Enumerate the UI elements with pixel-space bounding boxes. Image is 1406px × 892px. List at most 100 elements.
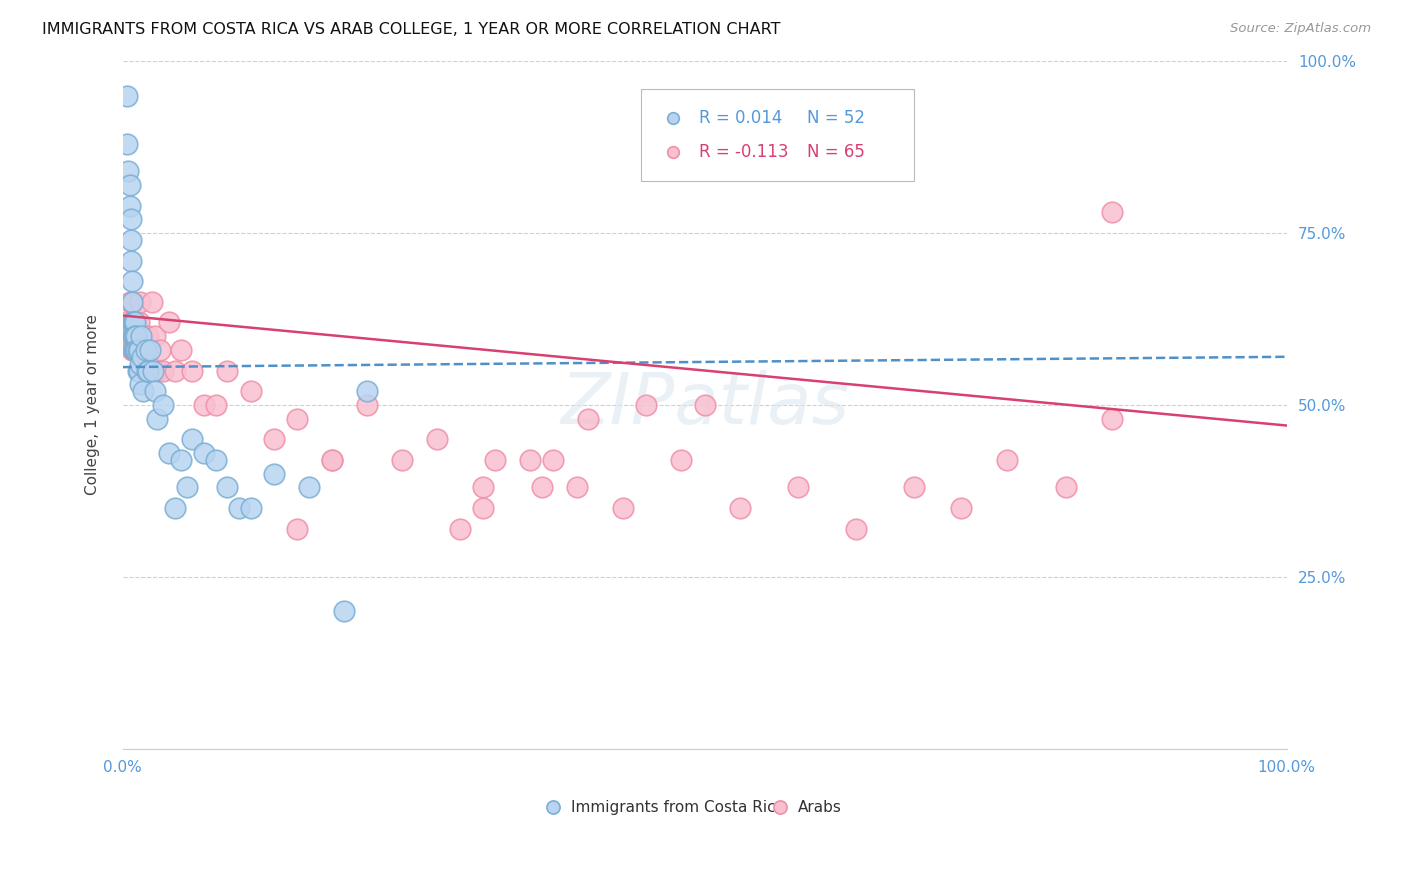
- Point: [120, 212, 142, 227]
- Point: [170, 453, 193, 467]
- Point: [228, 501, 250, 516]
- Point: [117, 164, 139, 178]
- Point: [472, 501, 495, 516]
- Point: [181, 363, 204, 377]
- Point: [543, 800, 565, 814]
- Point: [530, 480, 553, 494]
- Text: N = 65: N = 65: [807, 144, 865, 161]
- Point: [118, 178, 141, 192]
- Point: [543, 453, 565, 467]
- Point: [193, 446, 215, 460]
- Point: [576, 411, 599, 425]
- Point: [519, 453, 541, 467]
- Point: [125, 343, 148, 357]
- Point: [139, 343, 162, 357]
- Text: IMMIGRANTS FROM COSTA RICA VS ARAB COLLEGE, 1 YEAR OR MORE CORRELATION CHART: IMMIGRANTS FROM COSTA RICA VS ARAB COLLE…: [42, 22, 780, 37]
- Point: [204, 398, 226, 412]
- Point: [157, 446, 180, 460]
- Point: [332, 604, 354, 618]
- Point: [143, 384, 166, 399]
- Point: [128, 343, 150, 357]
- Point: [122, 329, 145, 343]
- Point: [298, 480, 321, 494]
- Point: [115, 136, 138, 151]
- Point: [152, 363, 174, 377]
- Point: [204, 453, 226, 467]
- Point: [181, 432, 204, 446]
- Point: [121, 294, 143, 309]
- Point: [845, 522, 868, 536]
- Point: [125, 343, 148, 357]
- Point: [662, 145, 685, 160]
- Point: [128, 315, 150, 329]
- Point: [122, 329, 145, 343]
- Point: [115, 88, 138, 103]
- Point: [472, 480, 495, 494]
- Point: [129, 294, 152, 309]
- Point: [285, 411, 308, 425]
- Point: [124, 315, 146, 329]
- Point: [662, 111, 685, 125]
- Point: [391, 453, 413, 467]
- Point: [163, 363, 186, 377]
- Point: [356, 398, 378, 412]
- Point: [157, 315, 180, 329]
- Point: [129, 329, 152, 343]
- Point: [239, 384, 262, 399]
- Point: [143, 329, 166, 343]
- Point: [1101, 205, 1123, 219]
- Point: [121, 315, 143, 329]
- Point: [135, 343, 157, 357]
- Point: [122, 329, 145, 343]
- Point: [356, 384, 378, 399]
- Point: [118, 294, 141, 309]
- Point: [132, 343, 155, 357]
- Point: [125, 329, 148, 343]
- Point: [693, 398, 716, 412]
- Point: [321, 453, 343, 467]
- Point: [728, 501, 751, 516]
- FancyBboxPatch shape: [641, 88, 914, 181]
- Text: R = -0.113: R = -0.113: [699, 144, 789, 161]
- Point: [135, 329, 157, 343]
- Text: Source: ZipAtlas.com: Source: ZipAtlas.com: [1230, 22, 1371, 36]
- Point: [671, 453, 693, 467]
- Point: [127, 343, 149, 357]
- Point: [170, 343, 193, 357]
- Point: [484, 453, 506, 467]
- Point: [263, 467, 285, 481]
- Point: [122, 315, 145, 329]
- Point: [146, 411, 169, 425]
- Point: [125, 329, 148, 343]
- Point: [134, 363, 156, 377]
- Text: Arabs: Arabs: [797, 799, 842, 814]
- Point: [136, 363, 159, 377]
- Point: [118, 198, 141, 212]
- Point: [141, 294, 163, 309]
- Point: [124, 329, 146, 343]
- Point: [449, 522, 471, 536]
- Point: [239, 501, 262, 516]
- Point: [612, 501, 634, 516]
- Point: [122, 315, 145, 329]
- Point: [903, 480, 925, 494]
- Point: [1054, 480, 1077, 494]
- Point: [129, 357, 152, 371]
- Point: [129, 329, 152, 343]
- Point: [131, 350, 153, 364]
- Point: [426, 432, 449, 446]
- Point: [136, 363, 159, 377]
- Point: [122, 315, 145, 329]
- Point: [217, 480, 239, 494]
- Point: [129, 377, 152, 392]
- Point: [124, 343, 146, 357]
- Point: [120, 329, 142, 343]
- Point: [122, 315, 145, 329]
- Point: [146, 363, 169, 377]
- Point: [127, 343, 149, 357]
- Point: [128, 363, 150, 377]
- Point: [127, 363, 149, 377]
- Point: [176, 480, 198, 494]
- Point: [120, 253, 142, 268]
- Text: N = 52: N = 52: [807, 109, 866, 127]
